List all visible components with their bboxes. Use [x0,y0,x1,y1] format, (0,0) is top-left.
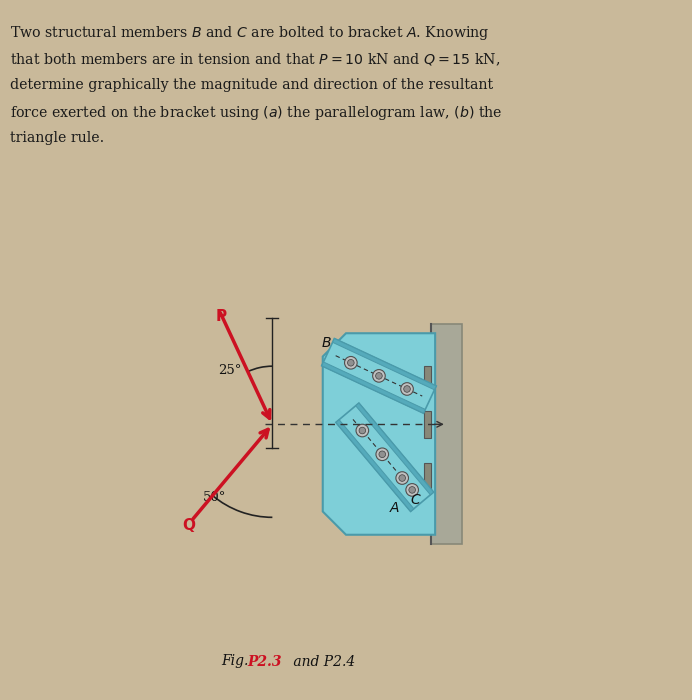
Circle shape [376,372,382,379]
Circle shape [347,360,354,366]
Text: 50°: 50° [203,491,226,505]
Circle shape [359,427,365,434]
Text: Fig.: Fig. [221,654,253,668]
Polygon shape [322,333,435,535]
Polygon shape [424,411,431,438]
Text: that both members are in tension and that $P = 10$ kN and $Q = 15$ kN,: that both members are in tension and tha… [10,51,501,67]
Text: triangle rule.: triangle rule. [10,131,104,145]
Circle shape [406,484,419,496]
Circle shape [396,472,408,484]
Circle shape [356,424,369,437]
Text: $C$: $C$ [410,493,421,507]
Circle shape [403,386,410,392]
Polygon shape [424,463,431,490]
Text: 25°: 25° [218,363,242,377]
Circle shape [399,475,406,482]
Circle shape [345,356,357,369]
Text: $A$: $A$ [389,500,400,514]
Polygon shape [424,366,431,393]
Text: Two structural members $B$ and $C$ are bolted to bracket $A$. Knowing: Two structural members $B$ and $C$ are b… [10,25,490,43]
Polygon shape [336,403,434,512]
Circle shape [376,448,389,461]
Polygon shape [431,323,462,545]
Polygon shape [333,339,436,390]
Polygon shape [336,420,414,512]
Text: $\mathbf{Q}$: $\mathbf{Q}$ [182,516,197,534]
Text: and P2.4: and P2.4 [289,654,356,668]
Text: $\mathbf{P}$: $\mathbf{P}$ [215,308,227,324]
Circle shape [409,486,415,493]
Circle shape [401,383,413,395]
Text: $B$: $B$ [321,336,332,350]
Circle shape [372,370,385,382]
Circle shape [379,451,385,458]
Polygon shape [356,403,434,495]
Text: force exerted on the bracket using $(a)$ the parallelogram law, $(b)$ the: force exerted on the bracket using $(a)$… [10,104,503,122]
Text: determine graphically the magnitude and direction of the resultant: determine graphically the magnitude and … [10,78,493,92]
Polygon shape [322,362,426,413]
Text: P2.3: P2.3 [248,654,282,668]
Polygon shape [322,339,436,413]
